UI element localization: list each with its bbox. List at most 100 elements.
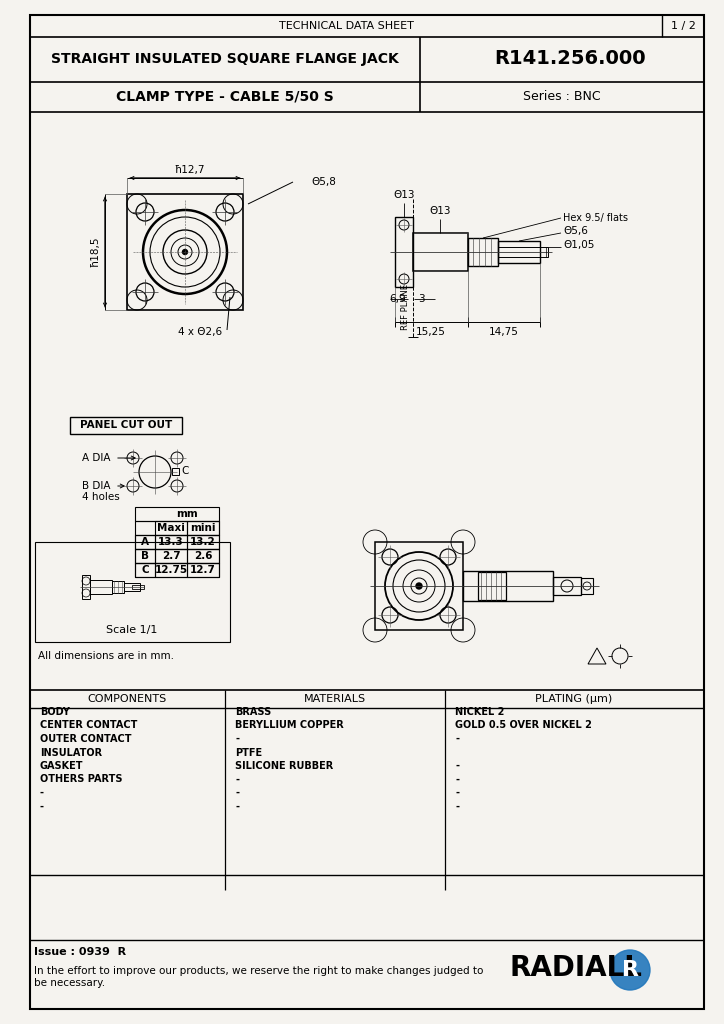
Text: CENTER CONTACT: CENTER CONTACT xyxy=(40,721,138,730)
Text: BERYLLIUM COPPER: BERYLLIUM COPPER xyxy=(235,721,344,730)
Bar xyxy=(90,580,112,594)
Text: 6,9: 6,9 xyxy=(390,294,406,304)
Text: -: - xyxy=(235,734,239,744)
Text: GASKET: GASKET xyxy=(40,761,83,771)
Text: -: - xyxy=(455,734,459,744)
Text: TECHNICAL DATA SHEET: TECHNICAL DATA SHEET xyxy=(279,22,413,31)
Bar xyxy=(135,549,155,563)
Bar xyxy=(187,535,219,549)
Text: B: B xyxy=(141,551,149,561)
Text: BRASS: BRASS xyxy=(235,707,272,717)
Text: RADIALL: RADIALL xyxy=(510,954,643,982)
Text: -: - xyxy=(40,788,44,798)
Bar xyxy=(155,563,187,577)
Text: MATERIALS: MATERIALS xyxy=(304,694,366,705)
Circle shape xyxy=(610,950,650,990)
Text: NICKEL 2: NICKEL 2 xyxy=(455,707,505,717)
Text: 13.2: 13.2 xyxy=(190,537,216,547)
Bar xyxy=(395,217,413,287)
Text: Hex 9.5/ flats: Hex 9.5/ flats xyxy=(563,213,628,223)
Text: Θ13: Θ13 xyxy=(429,206,451,216)
Bar xyxy=(135,563,155,577)
Text: Θ5,6: Θ5,6 xyxy=(563,226,588,236)
Text: 12.75: 12.75 xyxy=(154,565,188,575)
Bar xyxy=(82,575,90,599)
Text: 2.6: 2.6 xyxy=(194,551,212,561)
Bar xyxy=(498,247,548,257)
Bar xyxy=(498,241,540,263)
Text: -: - xyxy=(455,788,459,798)
Text: COMPONENTS: COMPONENTS xyxy=(88,694,167,705)
Bar xyxy=(553,577,581,595)
Text: STRAIGHT INSULATED SQUARE FLANGE JACK: STRAIGHT INSULATED SQUARE FLANGE JACK xyxy=(51,52,399,66)
Text: ħ12,7: ħ12,7 xyxy=(174,165,205,175)
Bar xyxy=(135,535,219,549)
Text: ħ18,5: ħ18,5 xyxy=(90,237,100,267)
Bar xyxy=(581,578,593,594)
Text: C: C xyxy=(181,466,189,476)
Bar xyxy=(35,542,230,642)
Text: 12.7: 12.7 xyxy=(190,565,216,575)
Text: mm: mm xyxy=(176,509,198,519)
Bar xyxy=(187,521,219,535)
Text: PTFE: PTFE xyxy=(235,748,262,758)
Text: -: - xyxy=(235,774,239,784)
Bar xyxy=(172,468,179,475)
Text: 1 / 2: 1 / 2 xyxy=(670,22,696,31)
Text: 4 x Θ2,6: 4 x Θ2,6 xyxy=(178,327,222,337)
Text: Issue : 0939  R: Issue : 0939 R xyxy=(34,947,126,957)
Text: -: - xyxy=(455,774,459,784)
Text: Θ13: Θ13 xyxy=(393,190,415,200)
Text: C: C xyxy=(141,565,149,575)
Text: A DIA: A DIA xyxy=(82,453,111,463)
Bar xyxy=(478,572,506,600)
Text: REF PLANE: REF PLANE xyxy=(400,284,410,330)
Text: PLATING (μm): PLATING (μm) xyxy=(535,694,613,705)
Text: In the effort to improve our products, we reserve the right to make changes judg: In the effort to improve our products, w… xyxy=(34,966,484,987)
Bar xyxy=(155,549,187,563)
Bar xyxy=(375,542,463,630)
Bar xyxy=(135,563,219,577)
Text: SILICONE RUBBER: SILICONE RUBBER xyxy=(235,761,333,771)
Bar xyxy=(155,535,187,549)
Text: -: - xyxy=(455,802,459,811)
Text: CLAMP TYPE - CABLE 5/50 S: CLAMP TYPE - CABLE 5/50 S xyxy=(116,90,334,104)
Text: OTHERS PARTS: OTHERS PARTS xyxy=(40,774,122,784)
Text: -: - xyxy=(235,802,239,811)
Text: Θ1,05: Θ1,05 xyxy=(563,240,594,250)
Bar xyxy=(135,521,219,535)
Text: GOLD 0.5 OVER NICKEL 2: GOLD 0.5 OVER NICKEL 2 xyxy=(455,721,592,730)
Bar xyxy=(135,535,155,549)
Text: Maxi: Maxi xyxy=(157,523,185,534)
Text: Θ5,8: Θ5,8 xyxy=(311,177,336,187)
Bar xyxy=(135,507,219,521)
Text: 15,25: 15,25 xyxy=(416,327,446,337)
Text: -: - xyxy=(40,802,44,811)
Text: Scale 1/1: Scale 1/1 xyxy=(106,625,158,635)
Circle shape xyxy=(182,250,188,255)
Text: B DIA: B DIA xyxy=(82,481,111,490)
Bar xyxy=(127,194,243,310)
Text: 3: 3 xyxy=(418,294,424,304)
Text: mini: mini xyxy=(190,523,216,534)
Bar xyxy=(70,417,182,434)
Text: INSULATOR: INSULATOR xyxy=(40,748,102,758)
Text: 2.7: 2.7 xyxy=(161,551,180,561)
Bar xyxy=(135,549,219,563)
Text: All dimensions are in mm.: All dimensions are in mm. xyxy=(38,651,174,662)
Bar xyxy=(468,238,498,266)
Bar xyxy=(463,571,553,601)
Bar xyxy=(132,585,144,589)
Bar xyxy=(124,583,140,591)
Bar xyxy=(187,563,219,577)
Text: A: A xyxy=(141,537,149,547)
Text: Series : BNC: Series : BNC xyxy=(523,90,601,103)
Text: PANEL CUT OUT: PANEL CUT OUT xyxy=(80,420,172,430)
Bar xyxy=(155,521,187,535)
Text: 4 holes: 4 holes xyxy=(82,492,119,502)
Text: 13.3: 13.3 xyxy=(158,537,184,547)
Text: 14,75: 14,75 xyxy=(489,327,519,337)
Text: -: - xyxy=(235,788,239,798)
Text: -: - xyxy=(455,761,459,771)
Bar xyxy=(187,549,219,563)
